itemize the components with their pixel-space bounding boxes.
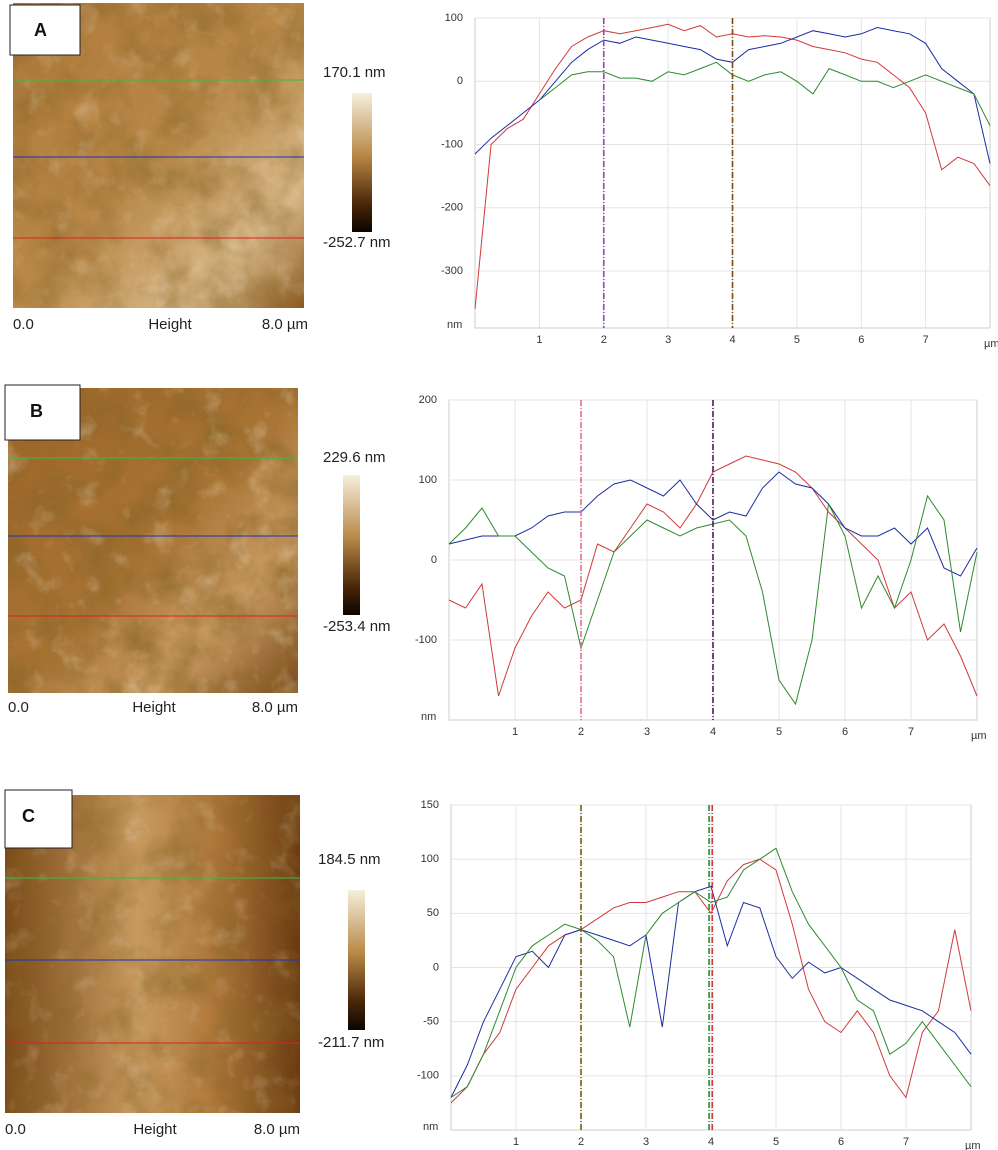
x-tick-label: 6 [858,334,864,346]
x-tick-label: 4 [710,726,716,738]
x-tick-label: 4 [708,1136,714,1148]
panel-label-box [4,384,81,441]
y-tick-label: 200 [419,394,437,406]
image-channel: Height [132,699,176,716]
x-tick-label: 3 [643,1136,649,1148]
y-axis-label: nm [447,319,462,331]
colorbar [343,475,360,615]
x-axis-label: µm [984,338,998,350]
y-tick-label: 50 [427,907,439,919]
x-tick-label: 1 [512,726,518,738]
colorbar-max: 229.6 nm [323,449,386,466]
afm-panel: C 184.5 nm -211.7 nm 0.0 Height 8.0 µm [4,789,384,1138]
image-x-end: 8.0 µm [254,1121,300,1138]
y-tick-label: 0 [457,75,463,87]
x-axis-label: µm [971,730,987,742]
y-tick-label: 0 [431,554,437,566]
image-x-end: 8.0 µm [252,699,298,716]
y-tick-label: -50 [423,1016,439,1028]
panel-label: C [22,806,35,826]
image-x-end: 8.0 µm [262,316,308,333]
x-tick-label: 2 [578,1136,584,1148]
x-tick-label: 2 [578,726,584,738]
x-tick-label: 1 [536,334,542,346]
y-tick-label: -100 [417,1070,439,1082]
profile-series [448,471,978,577]
image-x-start: 0.0 [13,316,34,333]
x-tick-label: 6 [838,1136,844,1148]
y-tick-label: -200 [441,202,463,214]
x-tick-label: 4 [729,334,735,346]
image-x-start: 0.0 [5,1121,26,1138]
image-x-start: 0.0 [8,699,29,716]
x-tick-label: 3 [665,334,671,346]
x-tick-label: 5 [773,1136,779,1148]
x-tick-label: 5 [776,726,782,738]
x-tick-label: 3 [644,726,650,738]
x-tick-label: 1 [513,1136,519,1148]
x-tick-label: 2 [601,334,607,346]
profile-series [450,858,972,1104]
afm-panel: B 229.6 nm -253.4 nm 0.0 Height 8.0 µm [4,384,391,716]
x-axis-label: µm [965,1140,981,1150]
profile-series [450,885,972,1098]
colorbar-max: 170.1 nm [323,64,386,81]
image-channel: Height [133,1121,177,1138]
x-tick-label: 6 [842,726,848,738]
colorbar-min: -211.7 nm [318,1034,384,1051]
image-channel: Height [148,316,192,333]
y-tick-label: -100 [415,634,437,646]
panel-label: B [30,401,43,421]
y-tick-label: -100 [441,138,463,150]
y-tick-label: 100 [419,474,437,486]
afm-panel: A 170.1 nm -252.7 nm 0.0 Height 8.0 µm [9,3,391,333]
panel-label-box [9,4,81,56]
panel-label-box [4,789,73,849]
colorbar-min: -253.4 nm [323,618,391,635]
y-tick-label: 100 [421,853,439,865]
y-axis-label: nm [423,1121,438,1133]
x-tick-label: 5 [794,334,800,346]
y-tick-label: 150 [421,799,439,811]
x-tick-label: 7 [903,1136,909,1148]
profile-series [450,847,972,1098]
x-tick-label: 7 [923,334,929,346]
colorbar [348,890,365,1030]
y-tick-label: 0 [433,961,439,973]
y-tick-label: -300 [441,265,463,277]
colorbar-max: 184.5 nm [318,851,381,868]
profile-series [539,61,991,126]
colorbar-min: -252.7 nm [323,234,391,251]
x-tick-label: 7 [908,726,914,738]
y-tick-label: 100 [445,12,463,24]
y-axis-label: nm [421,711,436,723]
colorbar [352,93,372,232]
panel-label: A [34,20,47,40]
